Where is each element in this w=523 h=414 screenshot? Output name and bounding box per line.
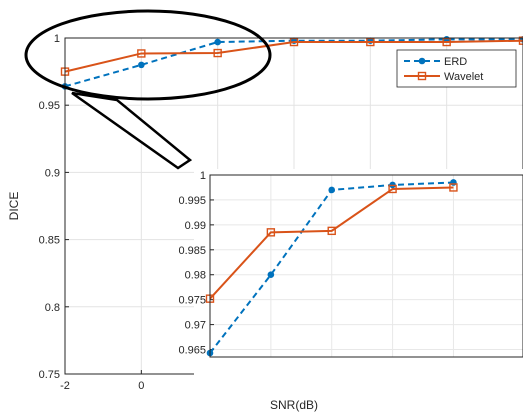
inset-background (194, 169, 523, 398)
inset-y-tick-label: 0.98 (185, 270, 206, 282)
main-data-point (518, 36, 523, 45)
main-data-point (442, 37, 451, 47)
main-y-tick-label: 0.8 (45, 302, 60, 314)
main-series-line-1 (64, 39, 523, 73)
inset-y-tick-label: 0.975 (178, 295, 206, 307)
inset-y-tick-labels: 0.965 0.97 0.975 0.98 0.985 0.99 0.995 1 (178, 170, 206, 357)
inset-data-point (328, 186, 336, 194)
main-data-point (289, 37, 299, 47)
y-axis-label: DICE (7, 192, 21, 221)
inset-y-tick-label: 0.97 (185, 320, 206, 332)
inset-data-point (388, 184, 397, 194)
inset-data-point (327, 226, 336, 236)
inset-y-tick-label: 1 (200, 170, 206, 182)
inset-chart: 0.965 0.97 0.975 0.98 0.985 0.99 0.995 1 (178, 169, 523, 398)
legend-marker-wavelet (417, 71, 427, 81)
inset-axes-box (209, 174, 523, 358)
inset-data-point (267, 271, 275, 279)
main-data-point (213, 48, 222, 58)
main-y-tick-label: 0.85 (39, 235, 60, 247)
main-y-tick-label: 0.9 (45, 167, 60, 179)
inset-data-point (449, 183, 458, 192)
inset-y-tick-label: 0.99 (185, 220, 206, 232)
inset-data-point (266, 228, 276, 237)
legend: ERD Wavelet (396, 49, 517, 88)
main-x-tick-label: 0 (138, 380, 144, 392)
x-axis-label: SNR(dB) (270, 398, 318, 412)
main-y-tick-labels: 0.75 0.8 0.85 0.9 0.95 1 (39, 33, 60, 381)
legend-label: ERD (444, 56, 467, 68)
legend-label: Wavelet (444, 71, 483, 83)
callout-ellipse (24, 9, 272, 101)
callout (24, 9, 272, 170)
inset-y-tick-label: 0.985 (178, 245, 206, 257)
main-x-tick-label: -2 (60, 380, 70, 392)
main-data-point (138, 61, 145, 69)
inset-y-tick-label: 0.965 (178, 345, 206, 357)
inset-y-tick-label: 0.995 (178, 195, 206, 207)
callout-pointer (71, 91, 193, 170)
legend-marker-erd (418, 57, 426, 65)
main-y-tick-label: 0.75 (39, 369, 60, 381)
main-data-point (137, 49, 146, 58)
main-data-point (366, 37, 375, 47)
main-y-tick-label: 0.95 (39, 100, 60, 112)
inset-series-line-1 (209, 186, 454, 300)
legend-box (396, 49, 517, 88)
inset-series (205, 179, 458, 357)
main-y-tick-label: 1 (54, 33, 60, 45)
main-data-point (214, 38, 221, 46)
inset-data-point (450, 179, 457, 186)
